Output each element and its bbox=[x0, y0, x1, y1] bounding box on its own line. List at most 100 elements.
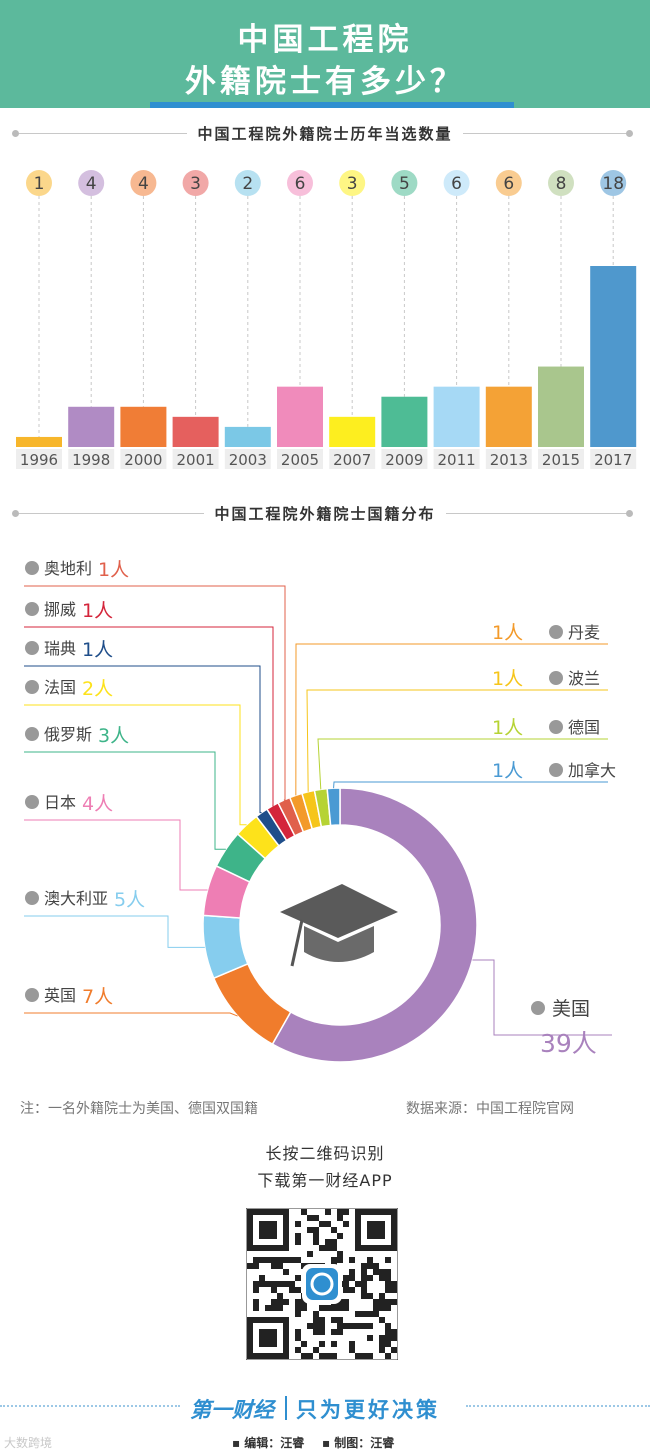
qr-module bbox=[337, 1257, 343, 1263]
qr-module bbox=[319, 1305, 325, 1311]
qr-module bbox=[301, 1299, 307, 1305]
qr-module bbox=[265, 1281, 271, 1287]
donut-leader-5 bbox=[24, 704, 247, 826]
qr-module bbox=[313, 1311, 319, 1317]
qr-module bbox=[361, 1293, 367, 1299]
bar-value-label: 4 bbox=[86, 174, 97, 194]
qr-module bbox=[367, 1323, 373, 1329]
qr-module bbox=[391, 1281, 397, 1287]
app-logo-mark bbox=[310, 1272, 334, 1296]
qr-module bbox=[283, 1257, 289, 1263]
bar-2005 bbox=[277, 386, 323, 447]
qr-module bbox=[295, 1305, 301, 1311]
qr-module bbox=[307, 1323, 313, 1329]
qr-module bbox=[385, 1353, 391, 1359]
qr-module bbox=[361, 1269, 367, 1275]
qr-module bbox=[343, 1275, 349, 1281]
qr-module bbox=[343, 1305, 349, 1311]
bar-tick-bg bbox=[172, 449, 219, 469]
bar-value-label: 5 bbox=[399, 174, 410, 194]
qr-module bbox=[361, 1281, 367, 1287]
qr-module bbox=[253, 1281, 259, 1287]
qr-module bbox=[337, 1317, 343, 1323]
qr-module bbox=[277, 1293, 283, 1299]
donut-label-value: 1人 bbox=[492, 760, 523, 782]
qr-module bbox=[379, 1293, 385, 1299]
qr-finder-core bbox=[259, 1221, 277, 1239]
qr-module bbox=[295, 1233, 301, 1239]
legend-dot bbox=[25, 988, 39, 1002]
qr-code-icon[interactable] bbox=[246, 1208, 398, 1360]
donut-label-value: 39人 bbox=[540, 1029, 597, 1058]
bar-section-title: 中国工程院外籍院士历年当选数量 bbox=[0, 123, 650, 143]
qr-module bbox=[319, 1221, 325, 1227]
qr-module bbox=[289, 1257, 295, 1263]
donut-slice-0 bbox=[271, 787, 478, 1063]
legend-dot bbox=[549, 763, 563, 777]
donut-label-name: 奥地利 bbox=[44, 559, 92, 578]
qr-finder-core bbox=[367, 1221, 385, 1239]
qr-module bbox=[385, 1281, 391, 1287]
bar-value-badge bbox=[600, 170, 627, 196]
qr-module bbox=[349, 1269, 355, 1275]
bar-value-badge bbox=[78, 170, 105, 196]
qr-module bbox=[349, 1323, 355, 1329]
bar-value-label: 4 bbox=[138, 174, 149, 194]
donut-leader-12 bbox=[333, 781, 608, 789]
donut-leader-7 bbox=[24, 626, 274, 807]
qr-module bbox=[313, 1215, 319, 1221]
legend-dot bbox=[25, 891, 39, 905]
bar-2017 bbox=[590, 266, 637, 447]
qr-module bbox=[295, 1299, 301, 1305]
bar-chart: 1 1996 4 1998 4 2000 3 2001 2 2003 6 2005 3 2007 5 2009… bbox=[16, 170, 637, 469]
bar-value-label: 18 bbox=[602, 174, 624, 194]
qr-module bbox=[301, 1263, 307, 1269]
qr-module bbox=[385, 1329, 391, 1335]
qr-module bbox=[367, 1257, 373, 1263]
donut-label-name: 丹麦 bbox=[568, 623, 600, 642]
donut-label-name: 日本 bbox=[44, 793, 76, 812]
qr-module bbox=[379, 1341, 385, 1347]
bar-2007 bbox=[329, 416, 376, 447]
bar-value-badge bbox=[287, 170, 313, 196]
note-dual-nationality: 注：一名外籍院士为美国、德国双国籍 bbox=[20, 1101, 258, 1117]
bar-tick-bg bbox=[590, 449, 637, 469]
legend-dot bbox=[25, 641, 39, 655]
qr-module bbox=[319, 1341, 325, 1347]
bar-tick-bg bbox=[224, 449, 271, 469]
bar-value-label: 2 bbox=[242, 174, 253, 194]
bar-value-label: 6 bbox=[295, 174, 306, 194]
qr-module bbox=[283, 1299, 289, 1305]
donut-leader-1 bbox=[24, 1012, 238, 1017]
donut-label-value: 3人 bbox=[98, 725, 129, 747]
qr-module bbox=[343, 1221, 349, 1227]
bar-tick-label: 1998 bbox=[72, 451, 110, 469]
qr-module bbox=[301, 1341, 307, 1347]
qr-module bbox=[313, 1317, 319, 1323]
bar-2009 bbox=[381, 396, 428, 447]
qr-module bbox=[253, 1299, 259, 1305]
qr-module bbox=[367, 1353, 373, 1359]
bar-value-label: 3 bbox=[190, 174, 201, 194]
qr-module bbox=[343, 1209, 349, 1215]
bar-tick-label: 2001 bbox=[177, 451, 215, 469]
bar-value-badge bbox=[495, 170, 522, 196]
qr-module bbox=[349, 1287, 355, 1293]
bar-value-badge bbox=[391, 170, 418, 196]
qr-module bbox=[355, 1353, 361, 1359]
qr-module bbox=[361, 1287, 367, 1293]
qr-module bbox=[385, 1257, 391, 1263]
qr-module bbox=[271, 1287, 277, 1293]
qr-module bbox=[331, 1329, 337, 1335]
legend-dot bbox=[549, 671, 563, 685]
qr-module bbox=[385, 1305, 391, 1311]
qr-module bbox=[277, 1281, 283, 1287]
qr-module bbox=[319, 1323, 325, 1329]
donut-section-title: 中国工程院外籍院士国籍分布 bbox=[0, 503, 650, 523]
qr-module bbox=[355, 1323, 361, 1329]
qr-module bbox=[379, 1347, 385, 1353]
qr-module bbox=[295, 1347, 301, 1353]
qr-module bbox=[331, 1227, 337, 1233]
bar-value-badge bbox=[26, 170, 52, 196]
bar-value-label: 6 bbox=[451, 174, 462, 194]
